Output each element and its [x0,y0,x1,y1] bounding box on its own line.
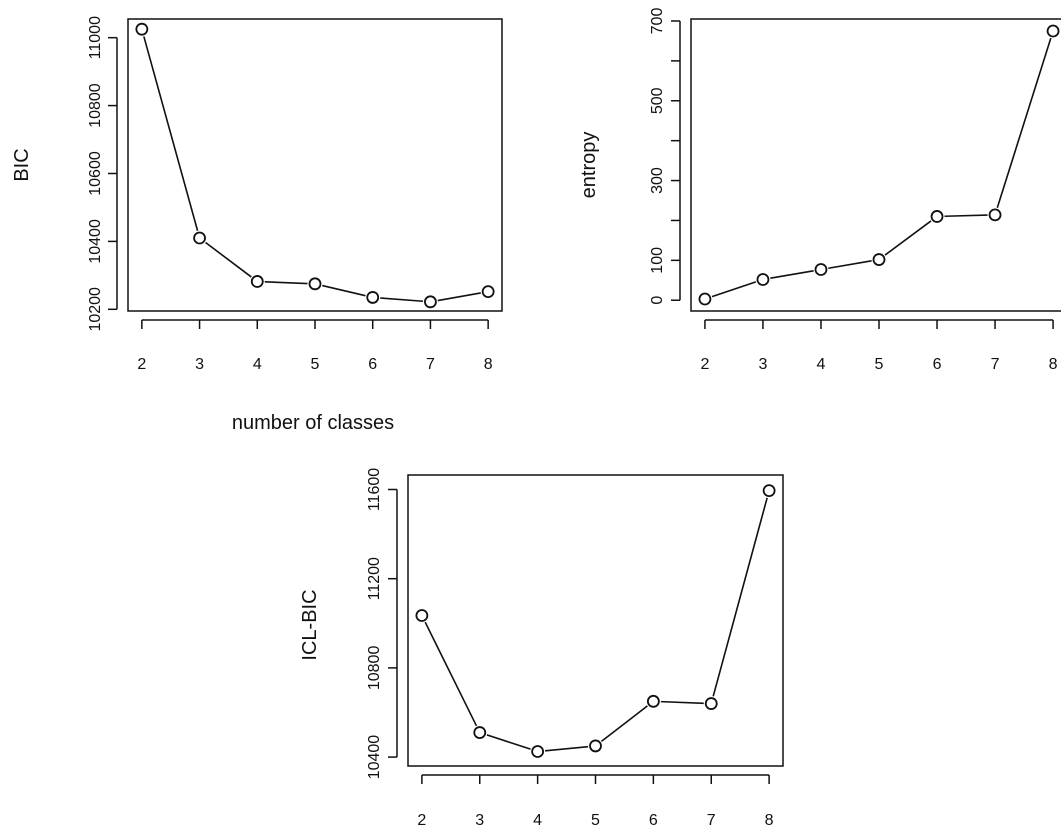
x-tick-label: 3 [475,812,484,827]
y-tick-label: 300 [649,167,666,194]
x-tick-label: 8 [1049,356,1058,373]
y-tick-label: 100 [649,247,666,274]
y-tick-label: 700 [649,8,666,35]
series-segment [264,280,308,285]
y-axis-label: entropy [578,132,600,199]
data-point [531,745,545,758]
data-point [473,726,487,739]
x-tick-label: 2 [417,812,426,827]
series-segment [996,37,1052,208]
icl-bic-panel: 2 3 4 5 6 7 8 10400 10800 11200 11600 ICL-BIC [299,468,784,827]
plot-frame [407,474,784,767]
y-tick-label: 10200 [87,287,104,332]
series-segment [944,214,988,218]
shared-x-axis-label: number of classes [232,412,394,434]
x-tick-label: 6 [933,356,942,373]
x-tick-label: 6 [649,812,658,827]
y-tick-label: 10400 [87,219,104,264]
x-tick-label: 5 [591,812,600,827]
series-segment [660,700,704,705]
data-point [756,273,770,286]
series-segment [600,705,648,742]
series-segment [437,292,481,302]
series-segment [486,734,531,750]
data-point [193,231,206,245]
x-tick-label: 4 [817,356,826,373]
series-segment [205,241,252,278]
x-tick-label: 5 [311,356,320,373]
y-axis-label: ICL-BIC [299,589,321,660]
series-segment [770,269,814,280]
data-point [308,277,322,291]
series-segment [711,281,757,298]
x-tick-label: 7 [707,812,716,827]
series-segment [712,497,768,697]
bic-panel: 2 3 4 5 6 7 8 10200 10400 10600 10800 11000 BIC [11,16,503,373]
data-point [814,263,828,276]
y-tick-label: 11600 [366,468,383,511]
series-segment [322,284,366,297]
data-point [424,295,437,309]
y-axis-label: BIC [11,148,33,181]
data-point [589,739,602,753]
y-tick-label: 0 [649,296,666,305]
data-point [646,694,660,708]
y-tick-label: 10400 [366,735,383,780]
series-segment [424,621,478,727]
x-tick-label: 5 [875,356,884,373]
series-segment [828,260,872,270]
x-tick-label: 4 [533,812,542,827]
data-point [1046,24,1060,38]
x-tick-label: 6 [368,356,377,373]
x-tick-label: 2 [700,356,709,373]
x-tick-label: 3 [195,356,204,373]
data-point [698,292,712,306]
data-point [988,208,1002,222]
x-tick-label: 7 [426,356,435,373]
data-point [366,291,380,304]
series-segment [380,297,424,303]
y-tick-label: 10800 [366,646,383,691]
data-point [762,484,776,498]
data-point [930,210,944,223]
data-point [415,609,429,622]
data-point [481,285,495,299]
x-tick-label: 2 [137,356,146,373]
plot-frame [690,18,1061,312]
data-point [872,253,886,266]
data-point [704,697,718,710]
series-segment [884,220,932,256]
y-tick-label: 11000 [87,16,104,59]
series-segment [143,36,199,231]
x-tick-label: 8 [484,356,493,373]
y-tick-label: 10600 [87,151,104,196]
y-tick-label: 10800 [87,83,104,128]
x-tick-label: 7 [991,356,1000,373]
y-tick-label: 11200 [366,557,383,600]
y-tick-label: 500 [649,87,666,114]
data-point [135,22,149,36]
entropy-panel: 2 3 4 5 6 7 8 0 100 300 500 700 entropy [578,8,1061,373]
series-segment [545,745,589,752]
x-tick-label: 3 [758,356,767,373]
data-point [250,275,264,288]
x-tick-label: 8 [765,812,774,827]
plot-frame [127,18,503,312]
x-tick-label: 4 [253,356,262,373]
